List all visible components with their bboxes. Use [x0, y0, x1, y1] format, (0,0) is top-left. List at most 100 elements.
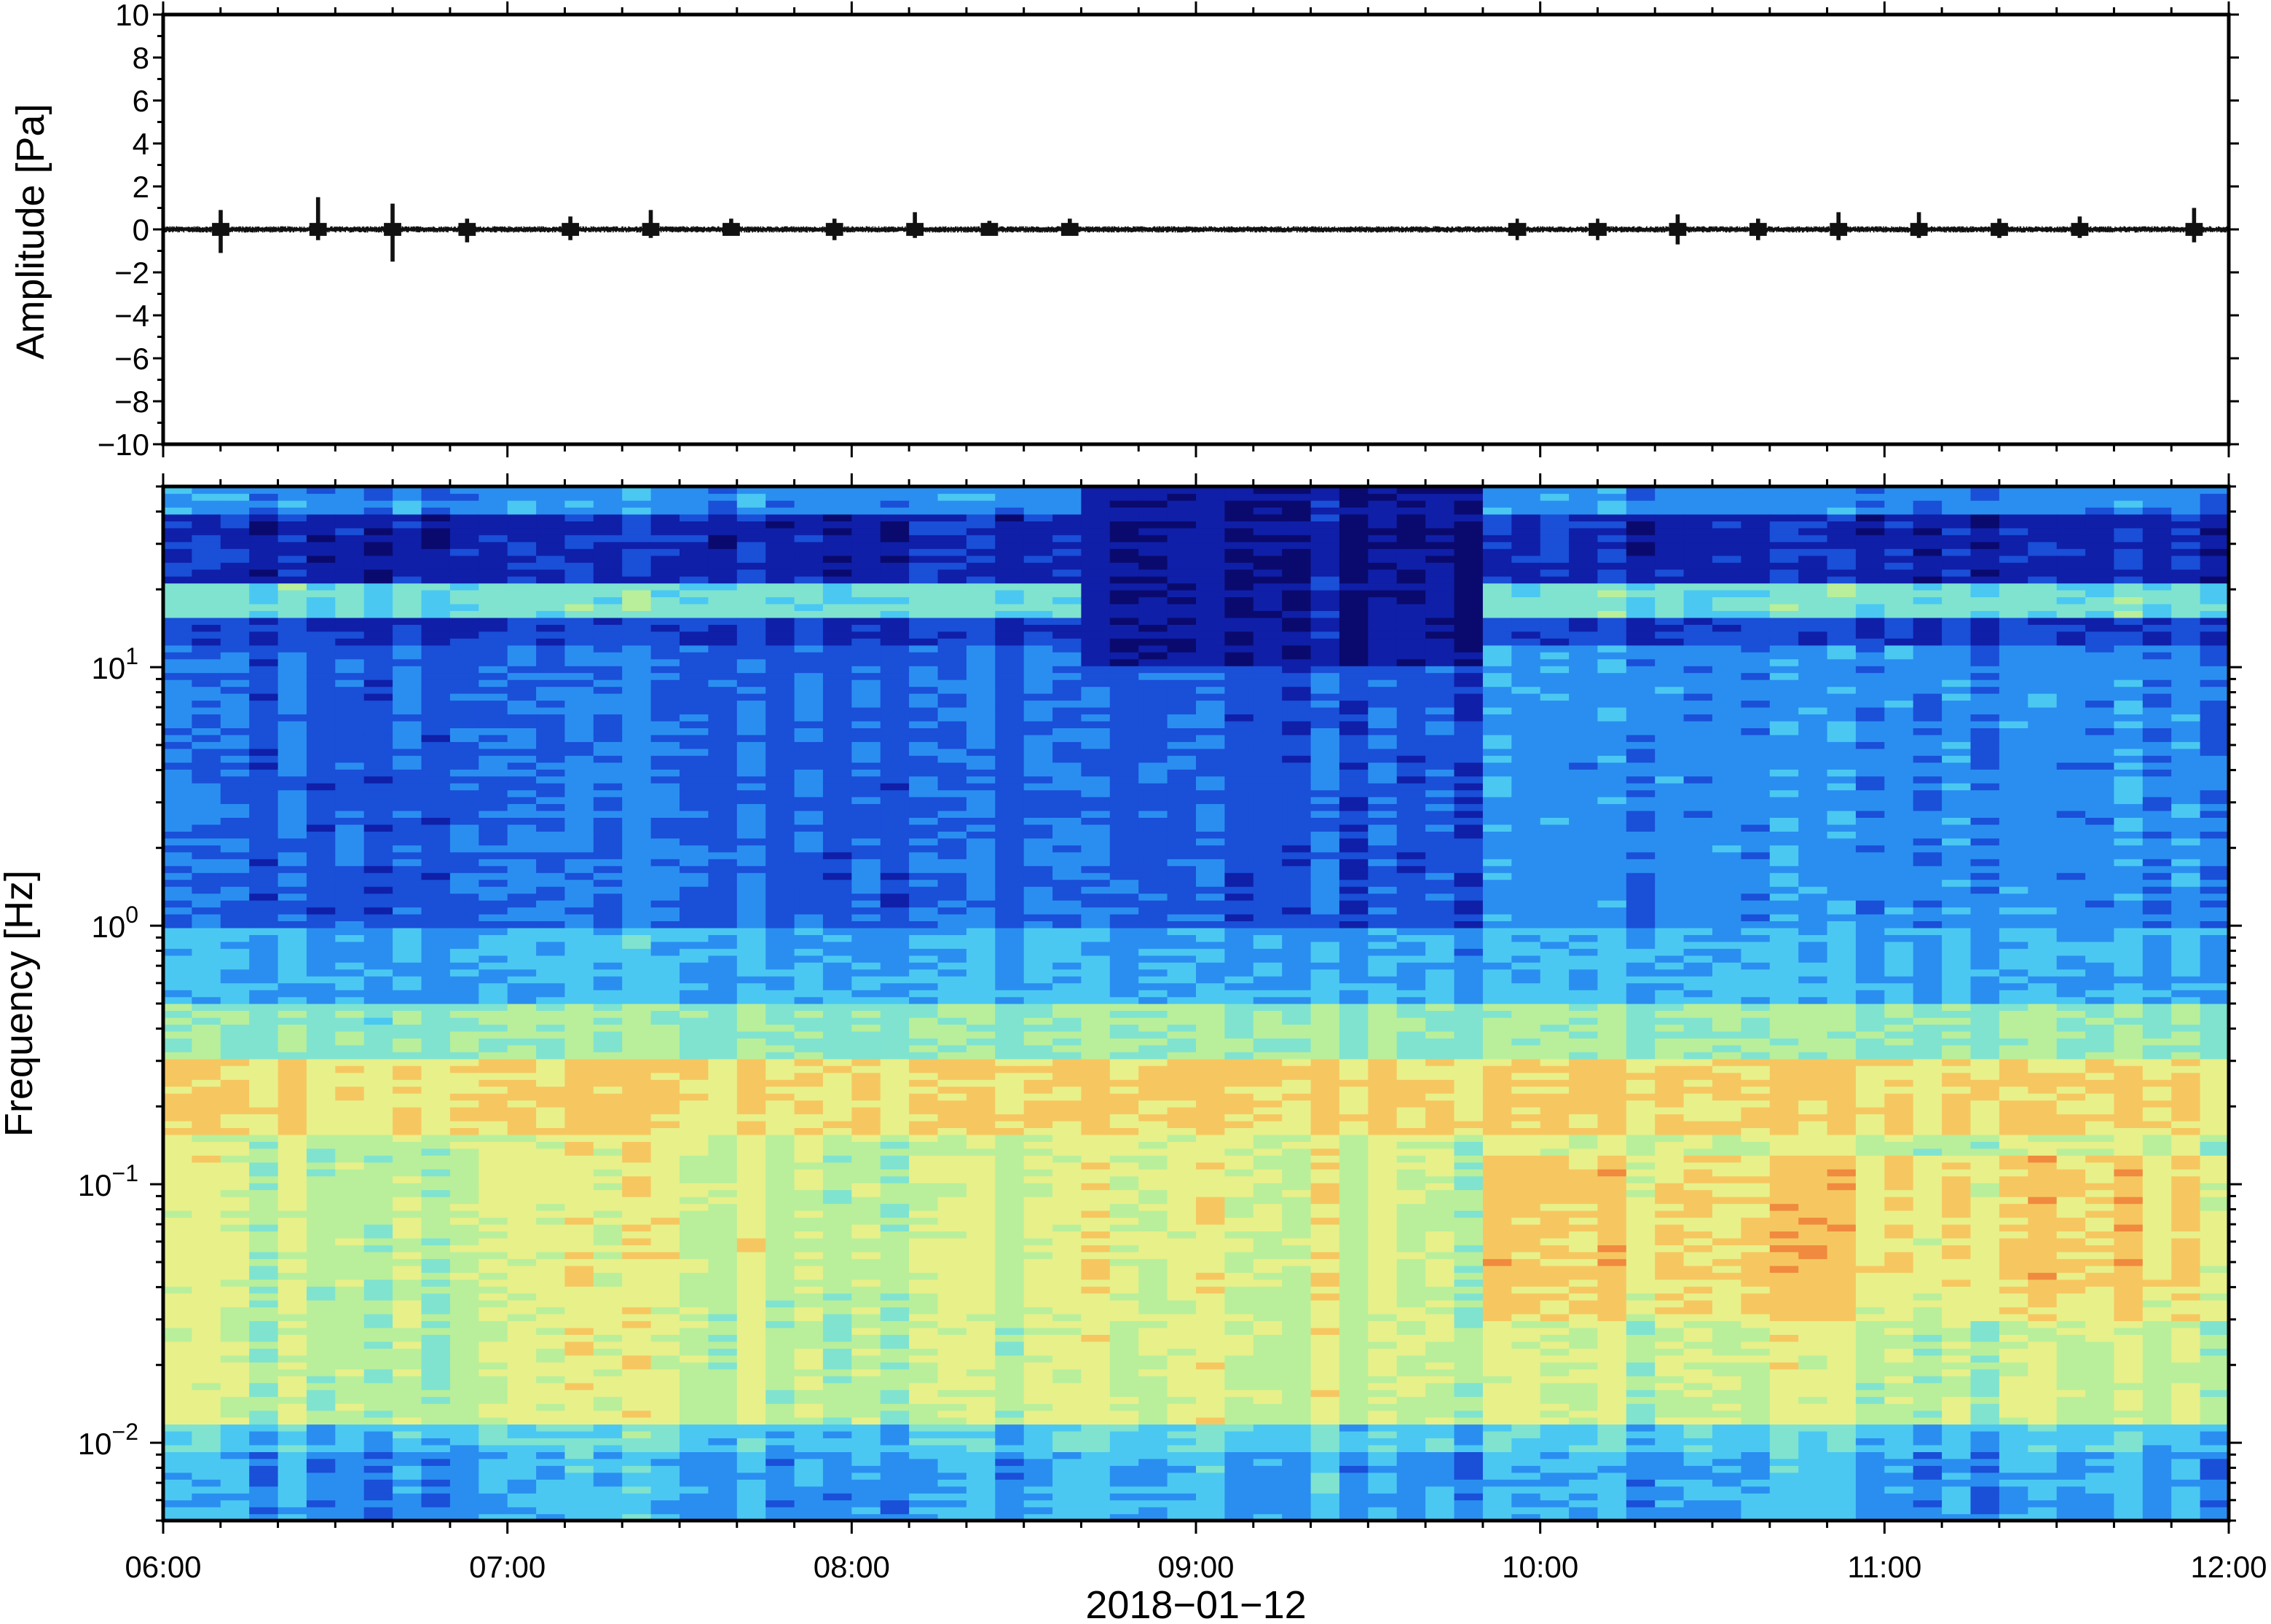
spectrogram-cell: [1052, 535, 1082, 543]
spectrogram-cell: [306, 686, 336, 694]
spectrogram-cell: [192, 1127, 221, 1135]
spectrogram-cell: [363, 638, 393, 646]
spectrogram-cell: [335, 706, 365, 714]
spectrogram-cell: [995, 631, 1025, 639]
spectrogram-cell: [937, 658, 967, 666]
spectrogram-cell: [851, 1189, 881, 1197]
spectrogram-cell: [1081, 1162, 1111, 1170]
spectrogram-cell: [249, 762, 279, 770]
spectrogram-cell: [335, 748, 365, 756]
spectrogram-cell: [650, 762, 680, 770]
spectrogram-cell: [363, 762, 393, 770]
spectrogram-cell: [163, 859, 192, 867]
spectrogram-cell: [765, 1065, 795, 1073]
spectrogram-cell: [650, 1279, 680, 1287]
spectrogram-cell: [822, 927, 852, 935]
spectrogram-cell: [192, 513, 221, 521]
spectrogram-cell: [220, 1203, 250, 1211]
spectrogram-cell: [1052, 1038, 1082, 1046]
spectrogram-cell: [680, 1038, 709, 1046]
spectrogram-cell: [421, 1410, 451, 1418]
spectrogram-cell: [163, 1010, 192, 1018]
spectrogram-cell: [736, 1127, 766, 1135]
spectrogram-cell: [479, 1245, 508, 1253]
spectrogram-cell: [650, 1183, 680, 1191]
spectrogram-cell: [1081, 1217, 1111, 1225]
spectrogram-cell: [593, 1314, 623, 1322]
spectrogram-cell: [851, 521, 881, 529]
spectrogram-cell: [363, 1223, 393, 1231]
spectrogram-cell: [1052, 762, 1082, 770]
spectrogram-cell: [708, 1499, 738, 1507]
spectrogram-cell: [163, 1134, 192, 1142]
spectrogram-cell: [937, 1314, 967, 1322]
spectrogram-cell: [995, 810, 1025, 818]
spectrogram-cell: [880, 1486, 910, 1494]
spectrogram-cell: [1052, 1100, 1082, 1108]
spectrogram-cell: [708, 976, 738, 984]
spectrogram-cell: [708, 907, 738, 915]
spectrogram-cell: [880, 831, 910, 839]
spectrogram-cell: [966, 493, 996, 501]
spectrogram-cell: [708, 493, 738, 501]
spectrogram-cell: [794, 1017, 824, 1025]
spectrogram-cell: [822, 1231, 852, 1239]
spectrogram-cell: [822, 872, 852, 880]
spectrogram-cell: [794, 762, 824, 770]
spectrogram-cell: [851, 803, 881, 811]
spectrogram-cell: [363, 1086, 393, 1094]
spectrogram-cell: [995, 831, 1025, 839]
spectrogram-cell: [363, 1376, 393, 1384]
spectrogram-cell: [966, 1183, 996, 1191]
spectrogram-cell: [278, 893, 307, 901]
spectrogram-cell: [909, 955, 939, 963]
spectrogram-cell: [995, 1396, 1025, 1404]
spectrogram-cell: [220, 1444, 250, 1452]
spectrogram-cell: [995, 769, 1025, 777]
spectrogram-cell: [937, 1334, 967, 1342]
spectrogram-cell: [736, 658, 766, 666]
spectrogram-cell: [564, 686, 594, 694]
spectrogram-cell: [765, 783, 795, 791]
spectrogram-cell: [220, 1127, 250, 1135]
spectrogram-cell: [1081, 1107, 1111, 1115]
spectrogram-cell: [335, 1072, 365, 1080]
spectrogram-cell: [794, 776, 824, 784]
spectrogram-cell: [278, 789, 307, 797]
spectrogram-cell: [192, 1493, 221, 1501]
spectrogram-cell: [736, 913, 766, 921]
spectrogram-cell: [192, 934, 221, 942]
spectrogram-cell: [479, 1251, 508, 1259]
spectrogram-cell: [851, 934, 881, 942]
spectrogram-cell: [708, 1451, 738, 1459]
spectrogram-cell: [363, 734, 393, 742]
spectrogram-cell: [507, 666, 537, 674]
spectrogram-cell: [736, 1203, 766, 1211]
spectrogram-cell: [479, 1279, 508, 1287]
spectrogram-cell: [564, 1127, 594, 1135]
spectrogram-cell: [192, 1424, 221, 1432]
spectrogram-cell: [736, 1017, 766, 1025]
spectrogram-cell: [851, 658, 881, 666]
spectrogram-cell: [966, 548, 996, 556]
spectrogram-cell: [421, 624, 451, 632]
spectrogram-cell: [966, 513, 996, 521]
spectrogram-cell: [1081, 1396, 1111, 1404]
spectrogram-cell: [650, 1293, 680, 1301]
spectrogram-cell: [880, 1410, 910, 1418]
spectrogram-cell: [220, 990, 250, 998]
spectrogram-cell: [794, 1390, 824, 1398]
spectrogram-cell: [192, 1175, 221, 1183]
spectrogram-cell: [278, 1030, 307, 1038]
spectrogram-cell: [995, 948, 1025, 956]
spectrogram-cell: [449, 1341, 479, 1349]
spectrogram-cell: [708, 1486, 738, 1494]
spectrogram-cell: [363, 1300, 393, 1308]
spectrogram-cell: [421, 1044, 451, 1052]
spectrogram-cell: [192, 776, 221, 784]
spectrogram-cell: [536, 1044, 566, 1052]
spectrogram-cell: [278, 1223, 307, 1231]
spectrogram-cell: [278, 859, 307, 867]
spectrogram-cell: [622, 1072, 652, 1080]
spectrogram-cell: [880, 810, 910, 818]
